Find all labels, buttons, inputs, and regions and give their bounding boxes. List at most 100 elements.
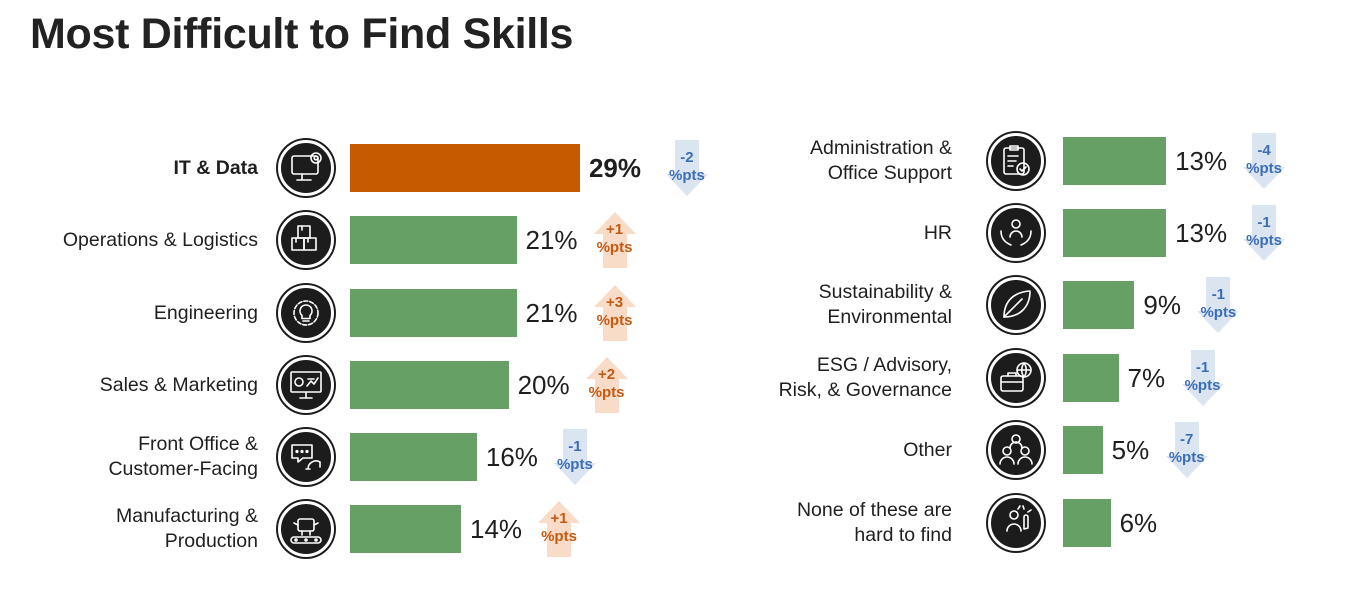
bar-operations-logistics [350, 216, 517, 264]
category-label-engineering: Engineering [154, 301, 258, 326]
category-label-line: Sustainability & [818, 281, 952, 303]
change-value: +3 [605, 294, 624, 311]
gear-bulb-icon [278, 285, 334, 341]
up-arrow-icon [585, 357, 628, 413]
change-unit: %pts [596, 239, 633, 256]
change-unit: %pts [541, 528, 577, 545]
category-label-line: Customer-Facing [108, 458, 258, 480]
category-label-manufacturing-production: Manufacturing & Production [116, 504, 258, 554]
value-label-none-of-these-are-hard-to-find: 6% [1119, 508, 1158, 538]
person-touch-icon [988, 495, 1044, 551]
change-unit: %pts [1184, 377, 1221, 394]
decrease-indicator-esg-advisory-risk-governance: -1 %pts [1180, 348, 1226, 408]
category-label-none-of-these-are-hard-to-find: None of these are hard to find [797, 498, 952, 548]
value-label-administration-office-support: 13% [1175, 146, 1228, 176]
change-value: +2 [598, 366, 616, 383]
change-unit: %pts [1200, 304, 1237, 321]
change-unit: %pts [1168, 449, 1205, 466]
category-label-line: HR [923, 221, 952, 244]
decrease-indicator-other: -7 %pts [1164, 420, 1210, 480]
down-arrow-icon [1243, 133, 1286, 189]
value-label-operations-logistics: 21% [525, 225, 578, 255]
hands-person-icon [988, 205, 1044, 261]
value-label-sustainability-environmental: 9% [1143, 290, 1181, 320]
bar-sales-marketing [350, 361, 509, 409]
increase-indicator-engineering: +3 %pts [592, 283, 638, 343]
category-label-line: hard to find [854, 524, 952, 546]
change-value: -7 [1179, 431, 1194, 448]
value-label-engineering: 21% [525, 298, 578, 328]
conveyor-robot-icon [278, 501, 334, 557]
group-people-icon [988, 422, 1044, 478]
category-label-administration-office-support: Administration & Office Support [810, 136, 952, 186]
category-label-line: Risk, & Governance [778, 379, 952, 401]
change-unit: %pts [1246, 232, 1282, 249]
category-label-line: Production [164, 530, 258, 552]
bar-sustainability-environmental [1063, 281, 1135, 329]
up-arrow-icon [593, 285, 636, 341]
change-unit: %pts [596, 312, 633, 329]
bar-hr [1063, 209, 1167, 257]
bar-esg-advisory-risk-governance [1063, 354, 1119, 402]
increase-indicator-sales-marketing: +2 %pts [584, 355, 630, 415]
decrease-indicator-sustainability-environmental: -1 %pts [1195, 275, 1241, 335]
down-arrow-icon [665, 140, 708, 196]
up-arrow-icon [593, 212, 636, 268]
category-label-line: Front Office & [138, 433, 258, 455]
value-label-it-data: 29% [588, 153, 642, 183]
increase-indicator-manufacturing-production: +1 %pts [536, 499, 582, 559]
category-label-line: Office Support [827, 162, 952, 184]
down-arrow-icon [553, 429, 596, 485]
category-label-line: Environmental [827, 306, 952, 328]
value-label-front-office-customer-facing: 16% [485, 442, 538, 472]
boxes-icon [278, 212, 334, 268]
bar-front-office-customer-facing [350, 433, 477, 481]
decrease-indicator-it-data: -2 %pts [664, 138, 710, 198]
category-label-line: Sales & Marketing [99, 373, 258, 396]
category-label-line: Other [903, 438, 952, 461]
category-label-other: Other [903, 438, 952, 463]
change-unit: %pts [556, 456, 593, 473]
change-value: -2 [680, 149, 694, 166]
headset-chat-icon [278, 429, 334, 485]
category-label-sustainability-environmental: Sustainability & Environmental [819, 280, 952, 330]
down-arrow-icon [1165, 422, 1208, 478]
decrease-indicator-front-office-customer-facing: -1 %pts [552, 427, 598, 487]
value-label-other: 5% [1111, 435, 1150, 465]
category-label-it-data: IT & Data [173, 156, 258, 181]
briefcase-globe-icon [988, 350, 1044, 406]
value-label-sales-marketing: 20% [517, 370, 570, 400]
value-label-manufacturing-production: 14% [470, 514, 523, 544]
page-title: Most Difficult to Find Skills [30, 10, 574, 58]
bar-manufacturing-production [350, 505, 462, 553]
category-label-front-office-customer-facing: Front Office & Customer-Facing [108, 432, 258, 482]
bar-other [1063, 426, 1103, 474]
down-arrow-icon [1197, 277, 1240, 333]
presentation-chart-icon [278, 357, 334, 413]
category-label-line: Administration & [810, 137, 952, 159]
category-label-line: IT & Data [173, 156, 258, 179]
bar-it-data [350, 144, 580, 192]
down-arrow-icon [1243, 205, 1286, 261]
change-value: -4 [1257, 142, 1271, 159]
change-value: -1 [1195, 359, 1210, 376]
change-unit: %pts [588, 384, 625, 401]
value-label-esg-advisory-risk-governance: 7% [1127, 363, 1166, 393]
decrease-indicator-administration-office-support: -4 %pts [1241, 131, 1287, 191]
category-label-sales-marketing: Sales & Marketing [100, 373, 258, 398]
change-value: -1 [1211, 286, 1226, 303]
bar-none-of-these-are-hard-to-find [1063, 499, 1111, 547]
change-unit: %pts [1246, 160, 1282, 177]
leaf-icon [988, 277, 1044, 333]
bar-administration-office-support [1063, 137, 1167, 185]
change-value: +1 [605, 221, 624, 238]
change-value: +1 [550, 510, 568, 527]
decrease-indicator-hr: -1 %pts [1241, 203, 1287, 263]
category-label-line: Manufacturing & [116, 505, 258, 527]
change-value: -1 [1257, 214, 1271, 231]
category-label-hr: HR [924, 221, 952, 246]
category-label-operations-logistics: Operations & Logistics [63, 228, 258, 253]
increase-indicator-operations-logistics: +1 %pts [592, 210, 638, 270]
clipboard-check-icon [988, 133, 1044, 189]
value-label-hr: 13% [1175, 218, 1228, 248]
